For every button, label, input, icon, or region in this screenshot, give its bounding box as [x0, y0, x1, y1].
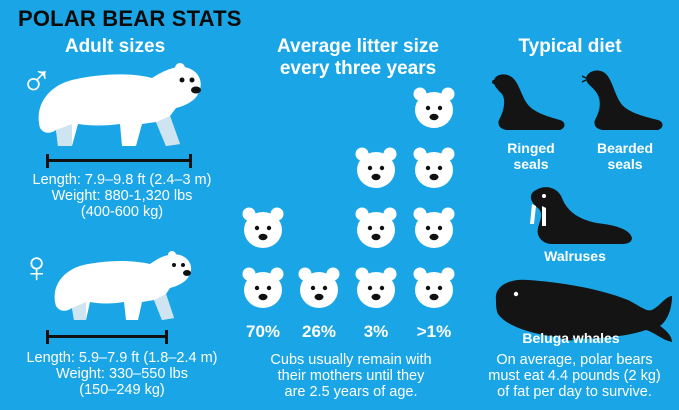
- litter-header-line1: Average litter size: [277, 36, 439, 57]
- litter-percent-3: 3%: [363, 322, 389, 341]
- litter-percent-2: 26%: [301, 322, 337, 341]
- female-polar-bear-icon: [54, 251, 192, 320]
- bearded-seals-label: Bearded seals: [582, 140, 668, 172]
- female-stats: Length: 5.9–7.9 ft (1.8–2.4 m) Weight: 3…: [4, 350, 240, 398]
- male-length-bar: [46, 154, 192, 168]
- cub-icon: [411, 206, 457, 250]
- female-weight-metric: (150–249 kg): [79, 382, 165, 398]
- cub-icon: [240, 266, 286, 310]
- male-symbol-icon: ♂: [20, 55, 53, 104]
- female-length-bar: [46, 330, 168, 344]
- litter-note: Cubs usually remain with their mothers u…: [240, 352, 462, 400]
- male-weight-metric: (400-600 kg): [80, 204, 164, 220]
- page-title: POLAR BEAR STATS: [18, 6, 242, 31]
- cub-icon: [296, 266, 342, 310]
- litter-note-line1: Cubs usually remain with: [270, 352, 432, 368]
- diet-note-line1: On average, polar bears: [496, 352, 653, 368]
- ringed-seal-icon: [492, 74, 565, 130]
- walrus-icon: [530, 187, 632, 244]
- male-weight: Weight: 880-1,320 lbs: [51, 188, 193, 204]
- male-polar-bear-icon: [38, 63, 201, 146]
- litter-header-line2: every three years: [279, 58, 437, 79]
- cub-icon: [353, 266, 399, 310]
- cub-icon: [353, 206, 399, 250]
- litter-note-line3: are 2.5 years of age.: [284, 384, 418, 400]
- cub-icon: [240, 206, 286, 250]
- diet-note-line3: of fat per day to survive.: [497, 384, 652, 400]
- female-weight: Weight: 330–550 lbs: [56, 366, 188, 382]
- cub-icon: [411, 146, 457, 190]
- litter-header: Average litter size every three years: [248, 36, 468, 80]
- litter-percent-4: >1%: [416, 322, 452, 341]
- ringed-seals-label: Ringed seals: [492, 140, 570, 172]
- beluga-whales-label: Beluga whales: [522, 330, 620, 346]
- litter-percent-1: 70%: [245, 322, 281, 341]
- female-length: Length: 5.9–7.9 ft (1.8–2.4 m): [26, 350, 218, 366]
- bearded-seal-icon: [582, 70, 663, 130]
- bearded-seals-label-line2: seals: [607, 156, 643, 172]
- litter-note-line2: their mothers until they: [277, 368, 425, 384]
- diet-note: On average, polar bears must eat 4.4 pou…: [470, 352, 679, 400]
- diet-header: Typical diet: [518, 36, 622, 57]
- female-symbol-icon: ♀: [20, 243, 53, 292]
- bearded-seals-label-line1: Bearded: [596, 140, 654, 156]
- beluga-whale-icon: [495, 279, 672, 342]
- cub-icon: [411, 86, 457, 130]
- walruses-label: Walruses: [544, 248, 606, 264]
- adult-sizes-header: Adult sizes: [64, 36, 166, 57]
- male-stats: Length: 7.9–9.8 ft (2.4–3 m) Weight: 880…: [6, 172, 238, 220]
- male-length: Length: 7.9–9.8 ft (2.4–3 m): [32, 172, 212, 188]
- ringed-seals-label-line1: Ringed: [507, 140, 555, 156]
- cub-icon: [411, 266, 457, 310]
- cub-icon: [353, 146, 399, 190]
- diet-note-line2: must eat 4.4 pounds (2 kg): [488, 368, 661, 384]
- ringed-seals-label-line2: seals: [513, 156, 549, 172]
